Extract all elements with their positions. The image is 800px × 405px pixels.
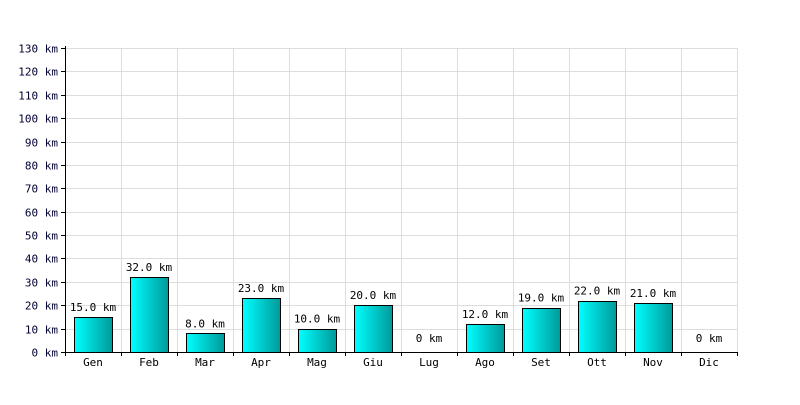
bar-ago: [466, 324, 505, 353]
x-tick-label-mag: Mag: [307, 356, 327, 369]
x-tick-label-ott: Ott: [587, 356, 607, 369]
y-tick-label: 20 km: [25, 300, 58, 313]
bar-apr: [242, 298, 281, 353]
bar-set: [522, 308, 561, 353]
data-label-set: 19.0 km: [518, 292, 565, 305]
y-tick-label: 70 km: [25, 183, 58, 196]
x-tick-label-apr: Apr: [251, 356, 271, 369]
x-tick-label-dic: Dic: [699, 356, 719, 369]
labels: 0 km 10 km 20 km 30 km 40 km 50 km 60 km 70 km 8…: [18, 43, 722, 370]
x-tick-label-mar: Mar: [195, 356, 215, 369]
y-tick-label: 40 km: [25, 253, 58, 266]
data-label-gen: 15.0 km: [70, 301, 117, 314]
bar-giu: [354, 305, 393, 353]
x-tick-label-giu: Giu: [363, 356, 383, 369]
bar-feb: [130, 277, 169, 353]
bar-mar: [186, 333, 225, 353]
y-tick-label: 0 km: [32, 347, 59, 360]
data-label-nov: 21.0 km: [630, 287, 677, 300]
data-label-apr: 23.0 km: [238, 282, 285, 295]
x-tick-label-nov: Nov: [643, 356, 663, 369]
data-label-mag: 10.0 km: [294, 313, 341, 326]
y-tick-label: 100 km: [18, 113, 58, 126]
x-tick-label-set: Set: [531, 356, 551, 369]
x-tick-label-feb: Feb: [139, 356, 159, 369]
bar-gen: [74, 317, 113, 353]
y-tick-label: 80 km: [25, 160, 58, 173]
axes: [61, 46, 738, 356]
y-tick-label: 10 km: [25, 324, 58, 337]
data-label-ago: 12.0 km: [462, 308, 509, 321]
bar-ott: [578, 301, 617, 353]
data-label-mar: 8.0 km: [185, 317, 225, 330]
data-label-ott: 22.0 km: [574, 285, 621, 298]
bar-mag: [298, 329, 337, 353]
data-label-dic: 0 km: [696, 332, 723, 345]
data-label-feb: 32.0 km: [126, 261, 173, 274]
bars: [74, 277, 673, 353]
y-tick-label: 30 km: [25, 277, 58, 290]
data-label-giu: 20.0 km: [350, 289, 397, 302]
y-tick-label: 130 km: [18, 43, 58, 56]
y-tick-label: 120 km: [18, 66, 58, 79]
y-tick-label: 50 km: [25, 230, 58, 243]
grid-lines: [65, 48, 738, 352]
x-tick-label-ago: Ago: [475, 356, 495, 369]
x-tick-label-lug: Lug: [419, 356, 439, 369]
y-tick-label: 90 km: [25, 137, 58, 150]
x-tick-label-gen: Gen: [83, 356, 103, 369]
data-label-lug: 0 km: [416, 332, 443, 345]
y-tick-label: 60 km: [25, 207, 58, 220]
bar-nov: [634, 303, 673, 353]
y-tick-label: 110 km: [18, 90, 58, 103]
